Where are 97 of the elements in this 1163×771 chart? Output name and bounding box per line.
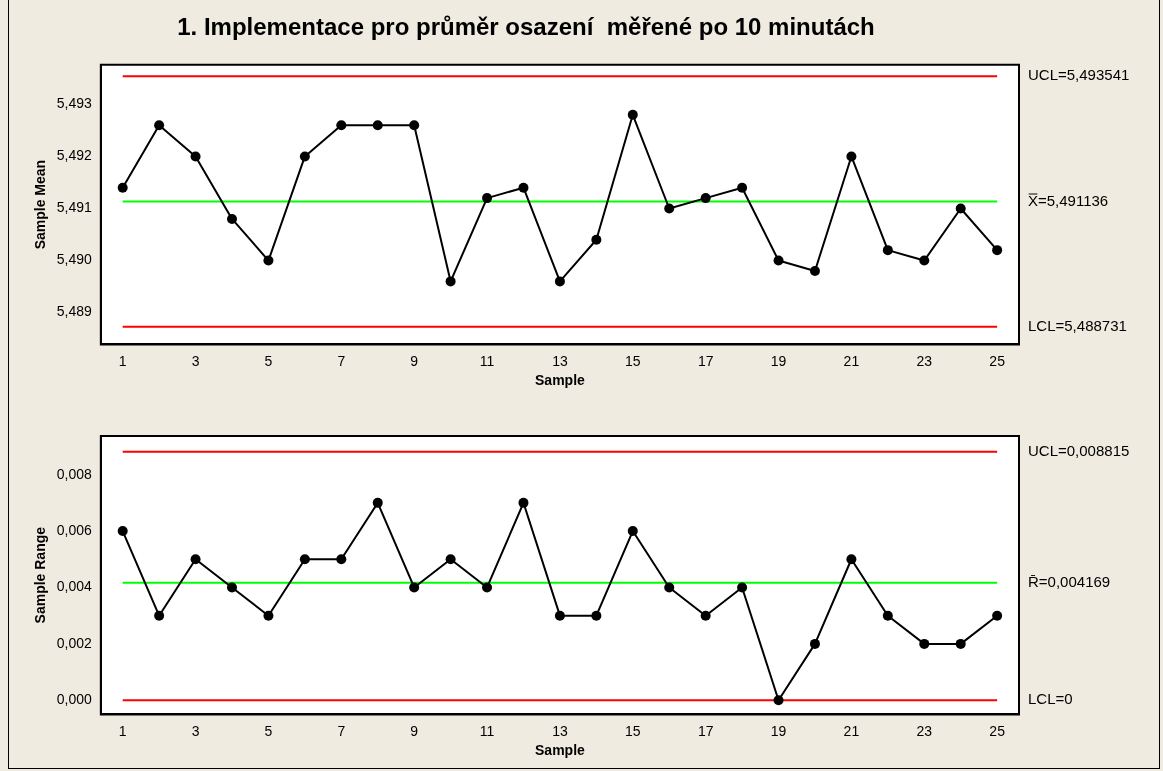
point [846, 151, 857, 162]
point [409, 120, 420, 131]
point [591, 610, 602, 621]
point [955, 203, 966, 214]
point [227, 582, 237, 593]
point [627, 526, 638, 537]
x-tick-label: 11 [479, 722, 495, 739]
chart-title: 1. Implementace pro průměr osazení měřené po 10 minutách [177, 13, 875, 41]
x-tick-label: 21 [843, 352, 860, 369]
x-tick-label: 19 [770, 722, 787, 739]
point [773, 695, 784, 706]
x-tick-label: 5 [264, 352, 273, 369]
point [919, 638, 930, 649]
x-tick-label: 25 [989, 722, 1006, 739]
x-tick-label: 23 [916, 722, 933, 739]
x-tick-label: 15 [625, 352, 641, 369]
x-tick-label: 9 [410, 352, 419, 369]
x-tick-label: 11 [479, 352, 495, 369]
point [482, 582, 493, 593]
x-tick-label: 1 [118, 352, 127, 369]
point [263, 255, 274, 266]
point [737, 582, 748, 593]
point [227, 213, 237, 224]
point [154, 610, 165, 621]
x-tick-label: 7 [337, 722, 346, 739]
point [554, 276, 565, 287]
x-tick-label: 17 [697, 352, 714, 369]
point [882, 245, 893, 256]
point [372, 120, 383, 131]
point [992, 610, 1003, 621]
x-tick-label: 25 [989, 352, 1006, 369]
x-tick-label: 1 [118, 722, 127, 739]
point [809, 265, 820, 276]
point [664, 203, 675, 214]
x-tick-label: 13 [552, 352, 568, 369]
point [372, 497, 383, 508]
y-tick-label: 5,493 [56, 95, 93, 112]
ref-line-label: R̄=0,004169 [1028, 572, 1111, 590]
point [955, 638, 966, 649]
point [336, 120, 347, 131]
point [919, 255, 930, 266]
point [809, 638, 820, 649]
y-tick-label: 5,490 [56, 251, 93, 268]
point [409, 582, 420, 593]
x-tick-label: 3 [191, 722, 200, 739]
x-tick-label: 5 [264, 722, 273, 739]
point [700, 193, 711, 204]
point [700, 610, 711, 621]
x-tick-label: 7 [337, 352, 346, 369]
point [737, 182, 748, 193]
point [299, 151, 310, 162]
ref-line-label: UCL=5,493541 [1028, 66, 1130, 84]
y-axis-title: Sample Range [32, 526, 49, 624]
point [882, 610, 893, 621]
point [591, 234, 602, 245]
point [445, 554, 456, 565]
point [117, 182, 128, 193]
point [299, 554, 310, 565]
point [263, 610, 274, 621]
ref-line-label: UCL=0,008815 [1028, 441, 1130, 459]
x-tick-label: 13 [552, 722, 568, 739]
point [482, 193, 493, 204]
point [773, 255, 784, 266]
point [992, 245, 1003, 256]
point [445, 276, 456, 287]
x-axis-title: Sample [535, 372, 586, 389]
point [518, 182, 529, 193]
x-tick-label: 21 [843, 722, 860, 739]
ref-line-label: LCL=5,488731 [1028, 316, 1127, 334]
point [664, 582, 675, 593]
x-tick-label: 17 [697, 722, 714, 739]
point [117, 526, 128, 537]
y-tick-label: 0,006 [56, 521, 93, 538]
x-tick-label: 19 [770, 352, 787, 369]
y-tick-label: 0,008 [56, 465, 93, 482]
ref-line-label: X̿=5,491136 [1027, 191, 1109, 209]
x-axis-title: Sample [535, 742, 586, 759]
y-tick-label: 5,492 [56, 147, 93, 164]
x-tick-label: 3 [191, 352, 200, 369]
ref-line-label: LCL=0 [1028, 690, 1073, 708]
y-axis-title: Sample Mean [32, 159, 49, 250]
point [190, 554, 201, 565]
y-tick-label: 0,000 [56, 691, 93, 708]
point [518, 497, 529, 508]
point [190, 151, 201, 162]
point [554, 610, 565, 621]
point [627, 109, 638, 120]
point [846, 554, 857, 565]
y-tick-label: 5,491 [56, 199, 93, 216]
y-tick-label: 0,004 [56, 578, 93, 595]
x-tick-label: 15 [625, 722, 641, 739]
point [336, 554, 347, 565]
x-tick-label: 9 [410, 722, 419, 739]
point [154, 120, 165, 131]
y-tick-label: 5,489 [56, 303, 93, 320]
x-tick-label: 23 [916, 352, 933, 369]
y-tick-label: 0,002 [56, 634, 93, 651]
